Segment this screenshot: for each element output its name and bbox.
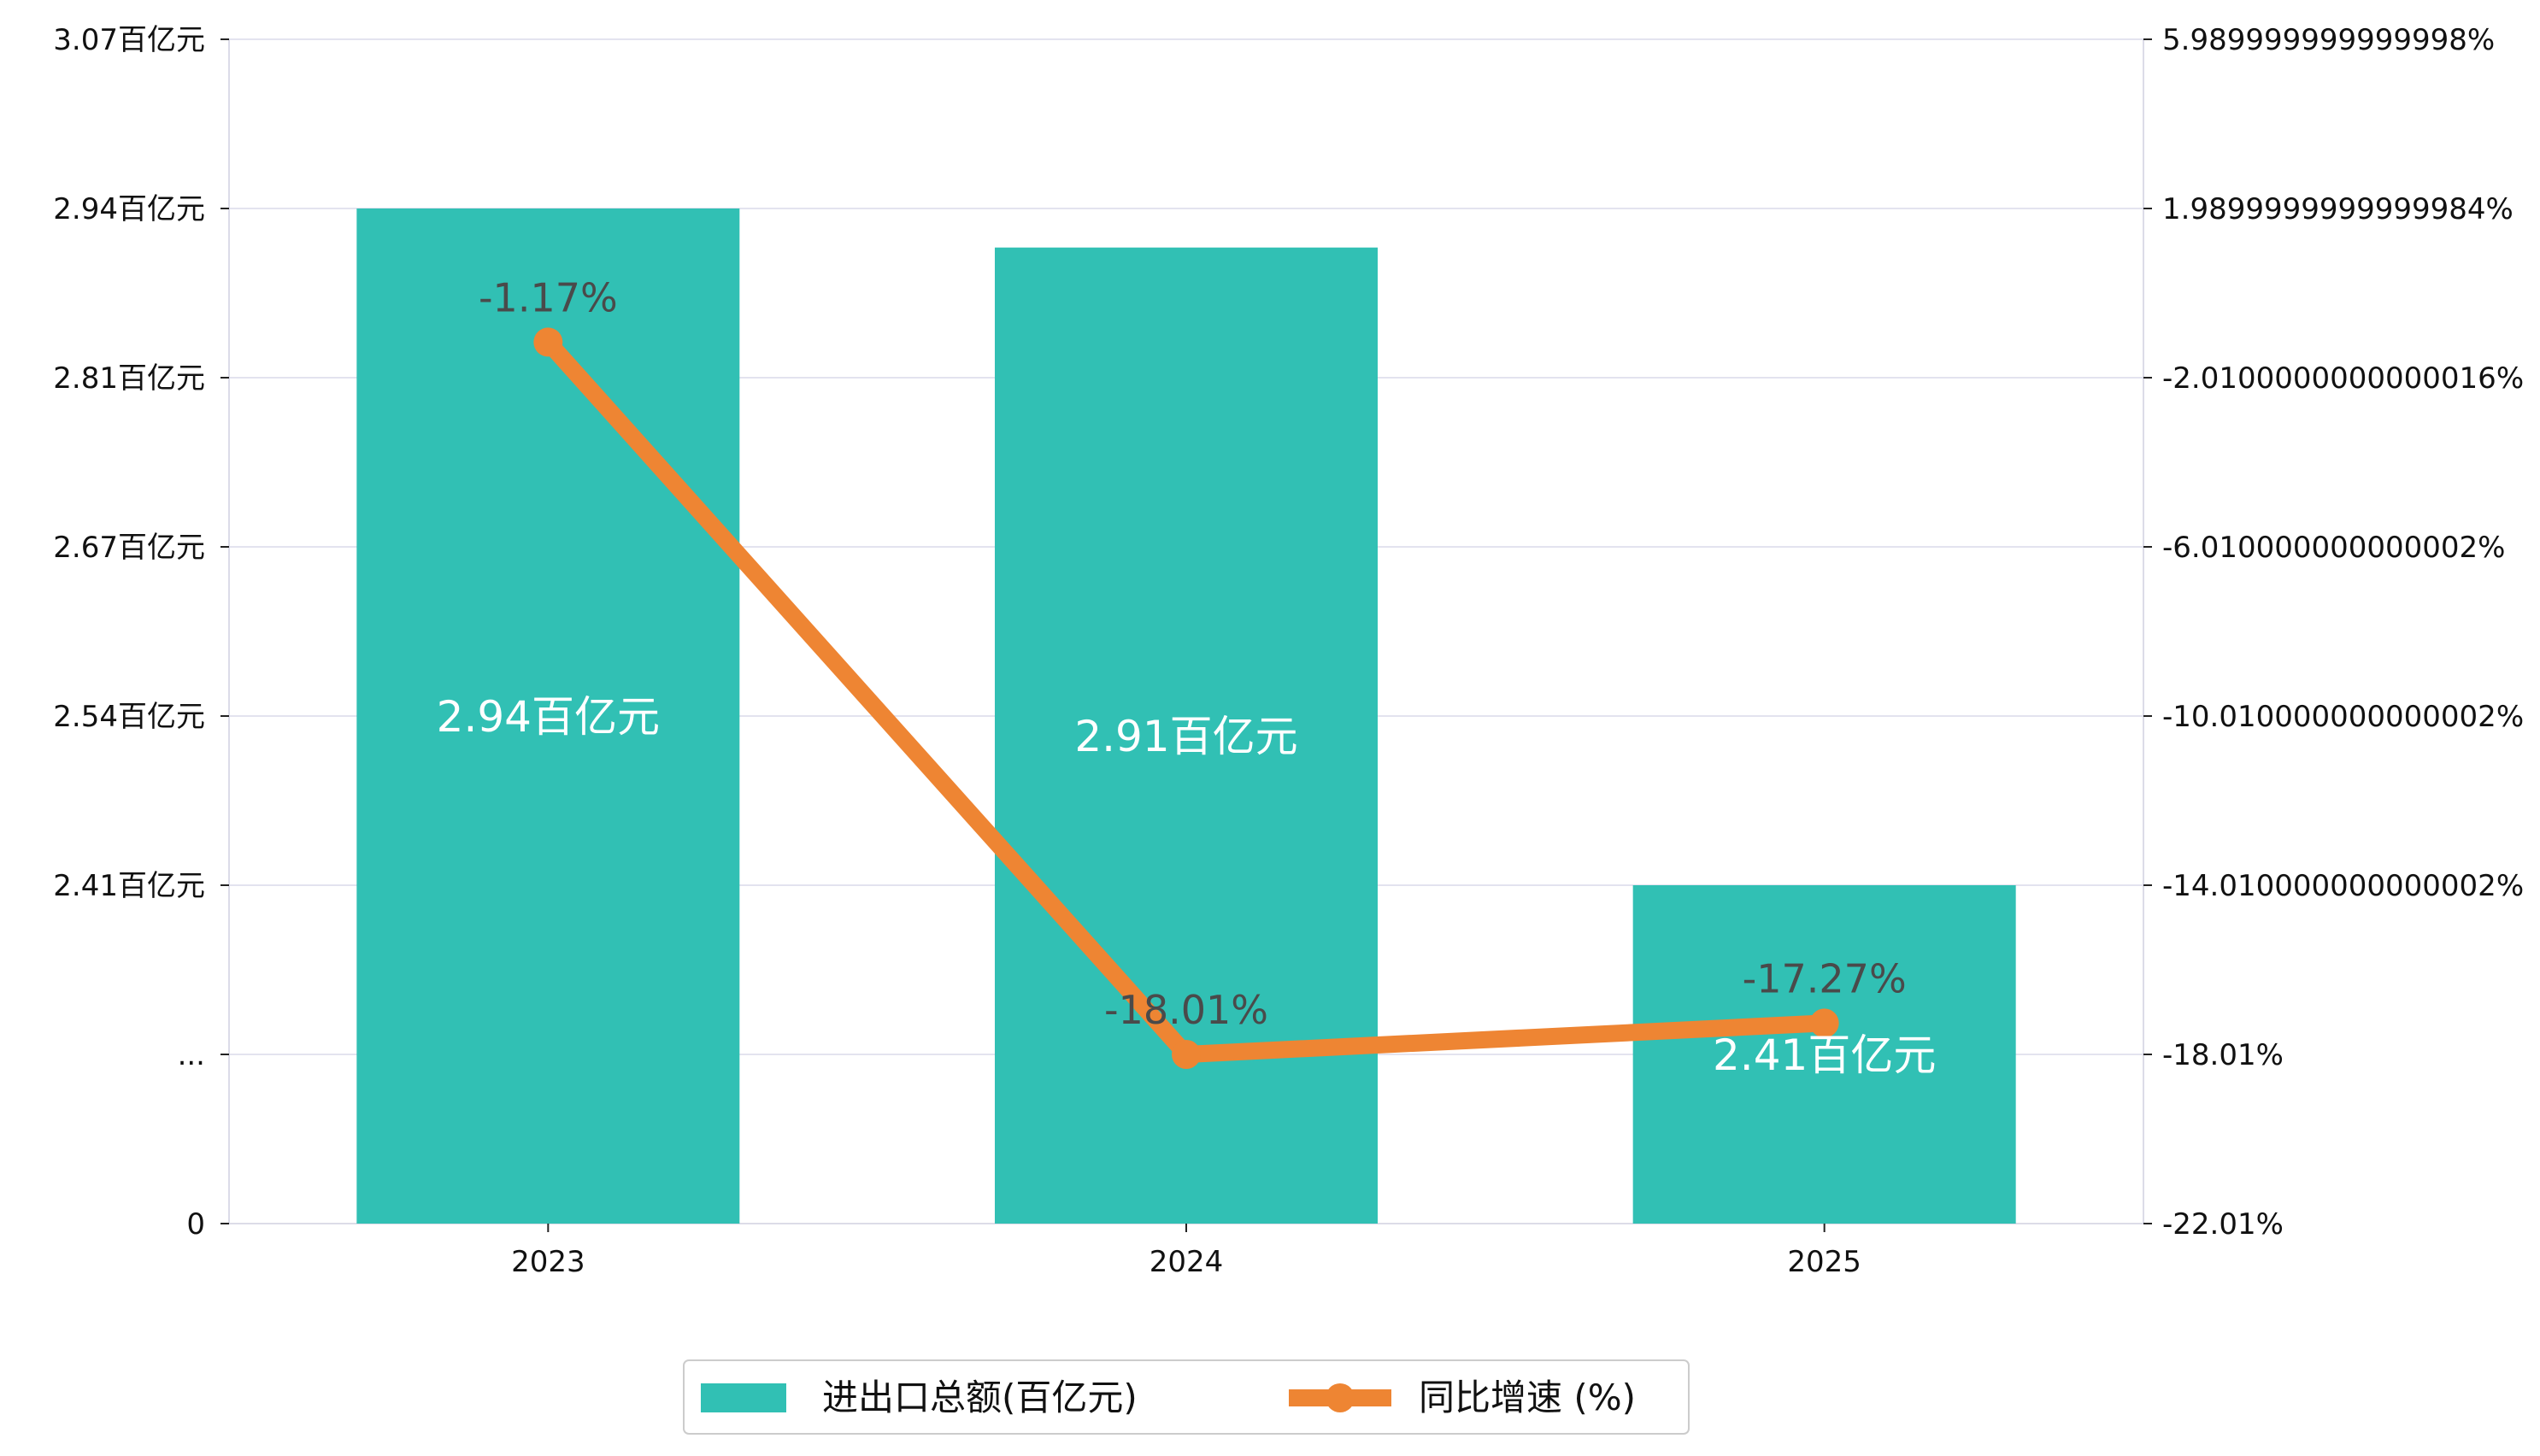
labels-layer: 2.94百亿元 2.91百亿元 2.41百亿元 -1.17% -18.01% -17.27…: [437, 274, 1937, 1080]
right-tick-label: -2.0100000000000016%: [2162, 361, 2524, 396]
left-tick-label: 0: [186, 1207, 205, 1242]
right-tick-label: -18.01%: [2162, 1038, 2284, 1072]
legend-label-bar: 进出口总额(百亿元): [822, 1377, 1138, 1418]
left-tick-label: 3.07百亿元: [53, 23, 205, 57]
left-tick-label: ...: [178, 1038, 205, 1072]
right-tick-label: -22.01%: [2162, 1207, 2284, 1242]
bar-value-label: 2.91百亿元: [1074, 712, 1297, 761]
left-tick-label: 2.94百亿元: [53, 192, 205, 226]
left-tick-label: 2.54百亿元: [53, 700, 205, 734]
right-tick-label: -10.010000000000002%: [2162, 700, 2524, 734]
line-value-label: -18.01%: [1104, 987, 1268, 1033]
legend-bar-swatch: [701, 1383, 786, 1412]
line-point: [533, 327, 563, 357]
bar-value-label: 2.94百亿元: [437, 692, 660, 742]
line-value-label: -17.27%: [1743, 955, 1907, 1001]
x-tick-label: 2023: [511, 1245, 585, 1279]
line-value-label: -1.17%: [479, 274, 618, 320]
line-point: [1172, 1040, 1201, 1069]
line-layer: [533, 327, 1839, 1069]
legend-box: [683, 1359, 1690, 1435]
right-tick-label: 5.989999999999998%: [2162, 23, 2495, 57]
left-tick-label: 2.81百亿元: [53, 361, 205, 396]
right-tick-label: 1.9899999999999984%: [2162, 192, 2514, 226]
legend-label-line: 同比增速 (%): [1419, 1377, 1636, 1418]
legend: 进出口总额(百亿元) 同比增速 (%): [683, 1359, 1690, 1435]
line-point: [1809, 1008, 1839, 1038]
bar: [356, 208, 740, 1224]
legend-line-marker: [1326, 1383, 1355, 1412]
bar: [1632, 885, 2016, 1224]
x-tick-label: 2025: [1787, 1245, 1861, 1279]
left-tick-label: 2.67百亿元: [53, 531, 205, 565]
x-tick-label: 2024: [1149, 1245, 1224, 1279]
bar-value-label: 2.41百亿元: [1713, 1030, 1936, 1080]
left-tick-label: 2.41百亿元: [53, 869, 205, 903]
right-tick-label: -6.010000000000002%: [2162, 531, 2506, 565]
right-tick-label: -14.010000000000002%: [2162, 869, 2524, 903]
